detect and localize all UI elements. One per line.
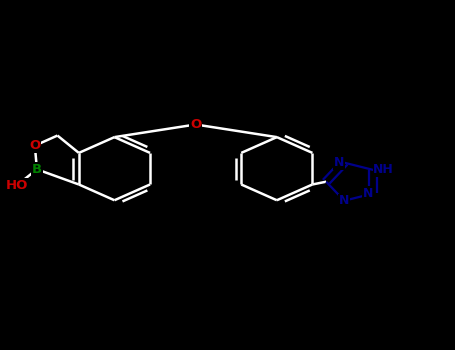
Text: N: N xyxy=(339,194,349,207)
Text: O: O xyxy=(29,139,40,152)
Text: B: B xyxy=(32,163,42,176)
Text: N: N xyxy=(334,156,344,169)
Text: O: O xyxy=(190,118,201,131)
Text: NH: NH xyxy=(373,163,394,176)
Text: N: N xyxy=(363,187,373,200)
Text: HO: HO xyxy=(6,178,28,191)
